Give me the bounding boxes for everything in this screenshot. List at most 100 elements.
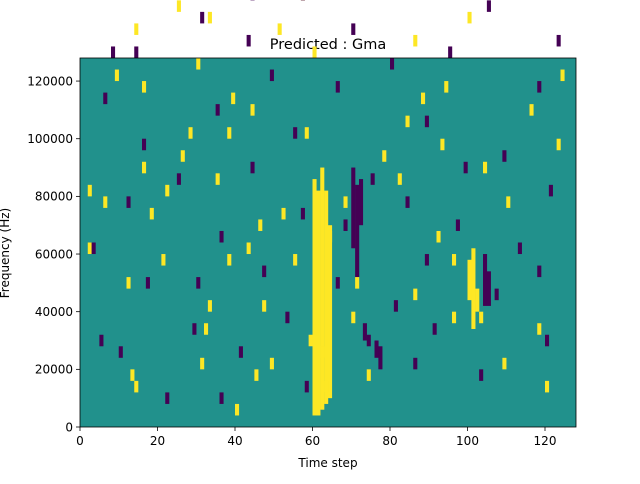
low-cell: [142, 139, 146, 151]
y-axis-label: Frequency (Hz): [0, 208, 12, 299]
high-cell: [161, 254, 165, 266]
high-cell: [251, 104, 255, 116]
y-tick-label: 60000: [35, 247, 73, 261]
low-band: [359, 179, 363, 225]
low-band: [355, 185, 359, 277]
high-cell: [227, 127, 231, 139]
low-cell: [390, 58, 394, 70]
low-cell: [448, 46, 452, 58]
high-cell: [382, 150, 386, 162]
low-cell: [127, 196, 131, 208]
low-cell: [487, 0, 491, 12]
high-cell: [88, 185, 92, 197]
x-tick-label: 60: [305, 434, 320, 448]
y-tick-label: 40000: [35, 305, 73, 319]
low-cell: [518, 243, 522, 255]
high-cell: [398, 173, 402, 185]
high-cell: [142, 81, 146, 93]
high-cell: [270, 358, 274, 370]
x-tick-label: 100: [456, 434, 479, 448]
high-cell: [262, 300, 266, 312]
low-cell: [406, 196, 410, 208]
high-cell: [134, 381, 138, 393]
low-cell: [367, 335, 371, 347]
high-cell: [181, 150, 185, 162]
low-cell: [344, 219, 348, 231]
high-cell: [103, 196, 107, 208]
low-cell: [479, 369, 483, 381]
high-cell: [355, 277, 359, 289]
high-cell: [468, 12, 472, 24]
low-cell: [251, 162, 255, 174]
low-cell: [549, 185, 553, 197]
high-cell: [196, 58, 200, 70]
high-cell: [235, 404, 239, 416]
high-cell: [258, 219, 262, 231]
high-cell: [413, 35, 417, 47]
low-cell: [495, 289, 499, 301]
low-cell: [351, 23, 355, 35]
low-cell: [305, 381, 309, 393]
high-cell: [200, 358, 204, 370]
low-cell: [177, 173, 181, 185]
low-cell: [537, 81, 541, 93]
low-cell: [336, 81, 340, 93]
low-cell: [425, 254, 429, 266]
low-cell: [464, 162, 468, 174]
high-cell: [313, 46, 317, 58]
low-band: [487, 271, 491, 306]
low-cell: [537, 266, 541, 278]
y-tick-label: 20000: [35, 363, 73, 377]
high-cell: [452, 254, 456, 266]
high-cell: [177, 0, 181, 12]
high-cell: [506, 196, 510, 208]
high-band: [471, 248, 475, 329]
y-tick-label: 80000: [35, 190, 73, 204]
high-cell: [293, 254, 297, 266]
high-cell: [305, 127, 309, 139]
low-cell: [270, 70, 274, 82]
low-cell: [146, 277, 150, 289]
low-cell: [111, 46, 115, 58]
low-cell: [165, 392, 169, 404]
high-cell: [479, 312, 483, 324]
high-cell: [328, 231, 332, 243]
high-band: [475, 289, 479, 312]
y-tick-label: 100000: [27, 132, 73, 146]
high-cell: [247, 243, 251, 255]
high-cell: [320, 346, 324, 358]
high-band: [328, 225, 332, 398]
low-cell: [196, 277, 200, 289]
low-cell: [200, 12, 204, 24]
low-cell: [557, 35, 561, 47]
high-cell: [468, 266, 472, 278]
low-band: [363, 323, 367, 340]
low-cell: [99, 335, 103, 347]
low-cell: [336, 277, 340, 289]
high-cell: [530, 104, 534, 116]
low-cell: [216, 104, 220, 116]
high-cell: [134, 23, 138, 35]
high-cell: [165, 185, 169, 197]
high-cell: [282, 208, 286, 220]
high-cell: [130, 369, 134, 381]
high-cell: [483, 162, 487, 174]
high-cell: [142, 162, 146, 174]
low-cell: [285, 312, 289, 324]
high-cell: [254, 369, 258, 381]
high-cell: [115, 70, 119, 82]
low-band: [375, 341, 379, 358]
high-cell: [437, 231, 441, 243]
low-cell: [301, 208, 305, 220]
high-cell: [313, 289, 317, 301]
low-cell: [220, 392, 224, 404]
high-cell: [452, 312, 456, 324]
low-cell: [119, 346, 123, 358]
y-tick-label: 0: [65, 420, 73, 434]
high-cell: [440, 139, 444, 151]
high-cell: [208, 12, 212, 24]
low-cell: [92, 243, 96, 255]
low-cell: [220, 231, 224, 243]
